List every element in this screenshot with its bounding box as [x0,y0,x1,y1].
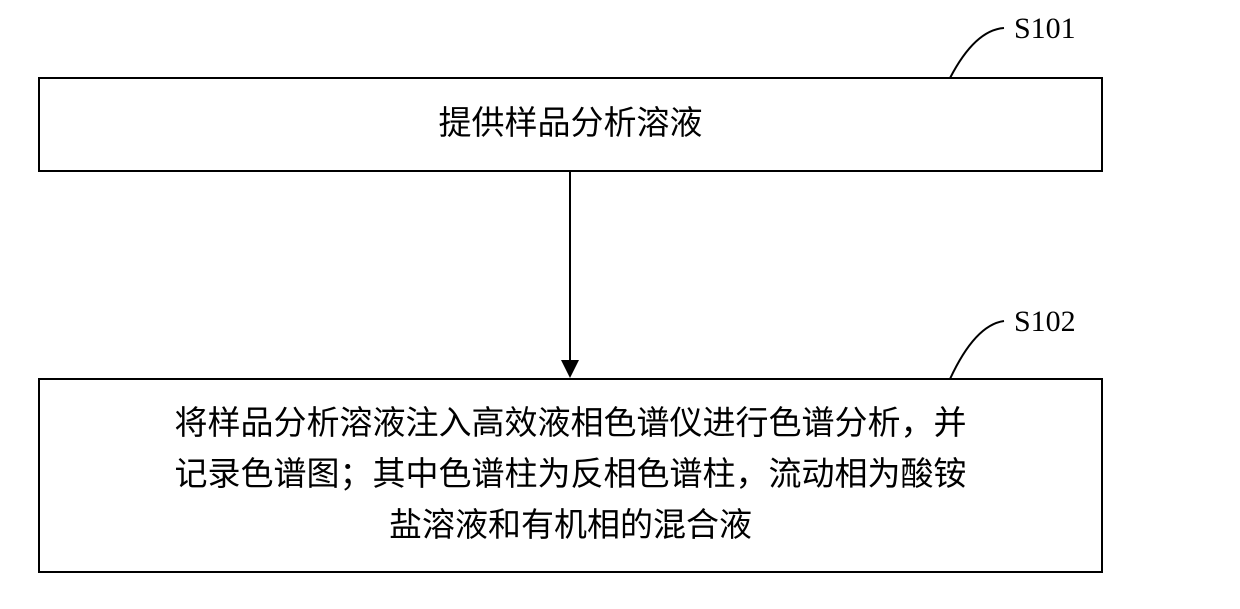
callout-s102 [0,0,1240,609]
arrow-head-s101-s102 [561,360,579,378]
arrow-line-s101-s102 [569,172,571,360]
